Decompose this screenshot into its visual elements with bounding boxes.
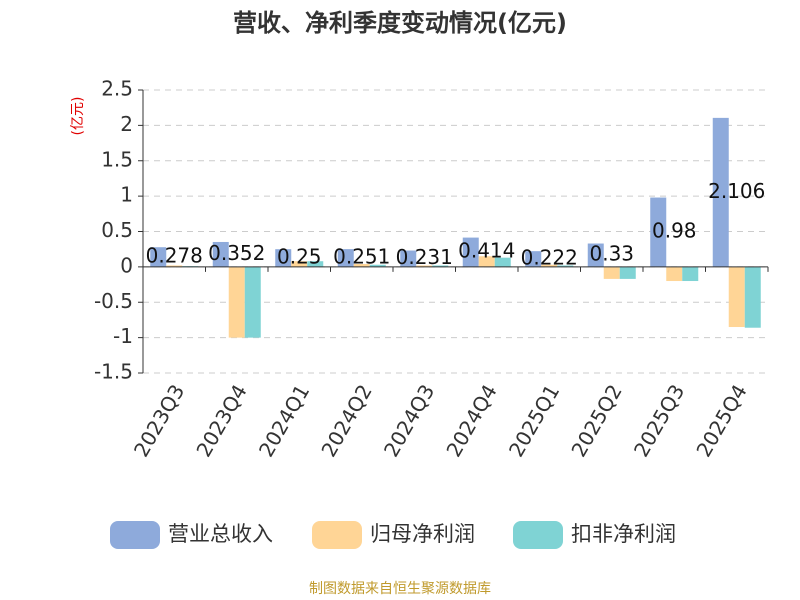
y-tick-label: -1: [113, 324, 133, 348]
bar: [619, 266, 636, 279]
bar: [478, 256, 495, 267]
legend-swatch: [513, 521, 563, 549]
data-label: 0.33: [589, 242, 634, 266]
legend-label: 归母净利润: [370, 522, 475, 546]
y-tick-label: 2.5: [101, 77, 133, 101]
bar: [682, 266, 699, 282]
chart-title: 营收、净利季度变动情况(亿元): [233, 9, 567, 37]
bar: [307, 261, 324, 267]
legend-swatch: [110, 521, 160, 549]
x-tick-label: 2025Q3: [629, 380, 689, 461]
bar: [666, 266, 683, 282]
bar: [212, 241, 229, 267]
data-label: 0.251: [333, 244, 390, 268]
legend-label: 扣非净利润: [571, 522, 676, 546]
data-label: 0.222: [521, 246, 578, 270]
x-tick-label: 2023Q3: [129, 380, 189, 461]
x-tick-label: 2023Q4: [191, 380, 251, 461]
data-label: 0.98: [652, 219, 697, 243]
x-tick-label: 2024Q3: [379, 380, 439, 461]
bar: [525, 251, 542, 267]
x-tick-label: 2025Q2: [566, 380, 626, 461]
data-label: 0.231: [396, 245, 453, 269]
bar: [150, 247, 167, 267]
bar: [650, 197, 667, 267]
data-label: 0.25: [277, 245, 322, 269]
source-note: 制图数据来自恒生聚源数据库: [309, 581, 491, 597]
y-tick-label: 1.5: [101, 147, 133, 171]
bar: [400, 250, 417, 267]
bar: [244, 266, 261, 338]
bar: [603, 266, 620, 279]
bar: [416, 265, 433, 267]
bar: [541, 264, 558, 267]
legend-label: 营业总收入: [168, 522, 273, 546]
bar: [712, 117, 729, 267]
bar: [369, 264, 386, 267]
x-tick-label: 2025Q1: [504, 380, 564, 461]
y-tick-label: -1.5: [94, 360, 133, 384]
bar: [228, 266, 245, 338]
data-label: 0.414: [458, 239, 515, 263]
bar: [275, 249, 292, 267]
bar: [587, 243, 604, 267]
bar: [744, 266, 761, 328]
y-tick-label: -0.5: [94, 289, 133, 313]
bar: [291, 261, 308, 267]
bar: [337, 249, 354, 267]
y-tick-label: 2: [120, 112, 133, 136]
y-axis-label: (亿元): [70, 97, 86, 136]
bar: [494, 257, 511, 267]
data-label: 0.352: [208, 241, 265, 265]
bar: [166, 265, 183, 267]
y-tick-label: 0.5: [101, 218, 133, 242]
x-tick-label: 2025Q4: [691, 380, 751, 461]
bar: [728, 266, 745, 328]
y-tick-label: 1: [120, 183, 133, 207]
bar: [557, 265, 574, 267]
data-label: 0.278: [146, 244, 203, 268]
legend-swatch: [312, 521, 362, 549]
bar: [462, 237, 479, 267]
x-tick-label: 2024Q2: [316, 380, 376, 461]
bar: [432, 265, 449, 267]
x-tick-label: 2024Q4: [441, 380, 501, 461]
x-tick-label: 2024Q1: [254, 380, 314, 461]
data-label: 2.106: [708, 179, 765, 203]
y-tick-label: 0: [120, 253, 133, 277]
bar: [353, 264, 370, 267]
